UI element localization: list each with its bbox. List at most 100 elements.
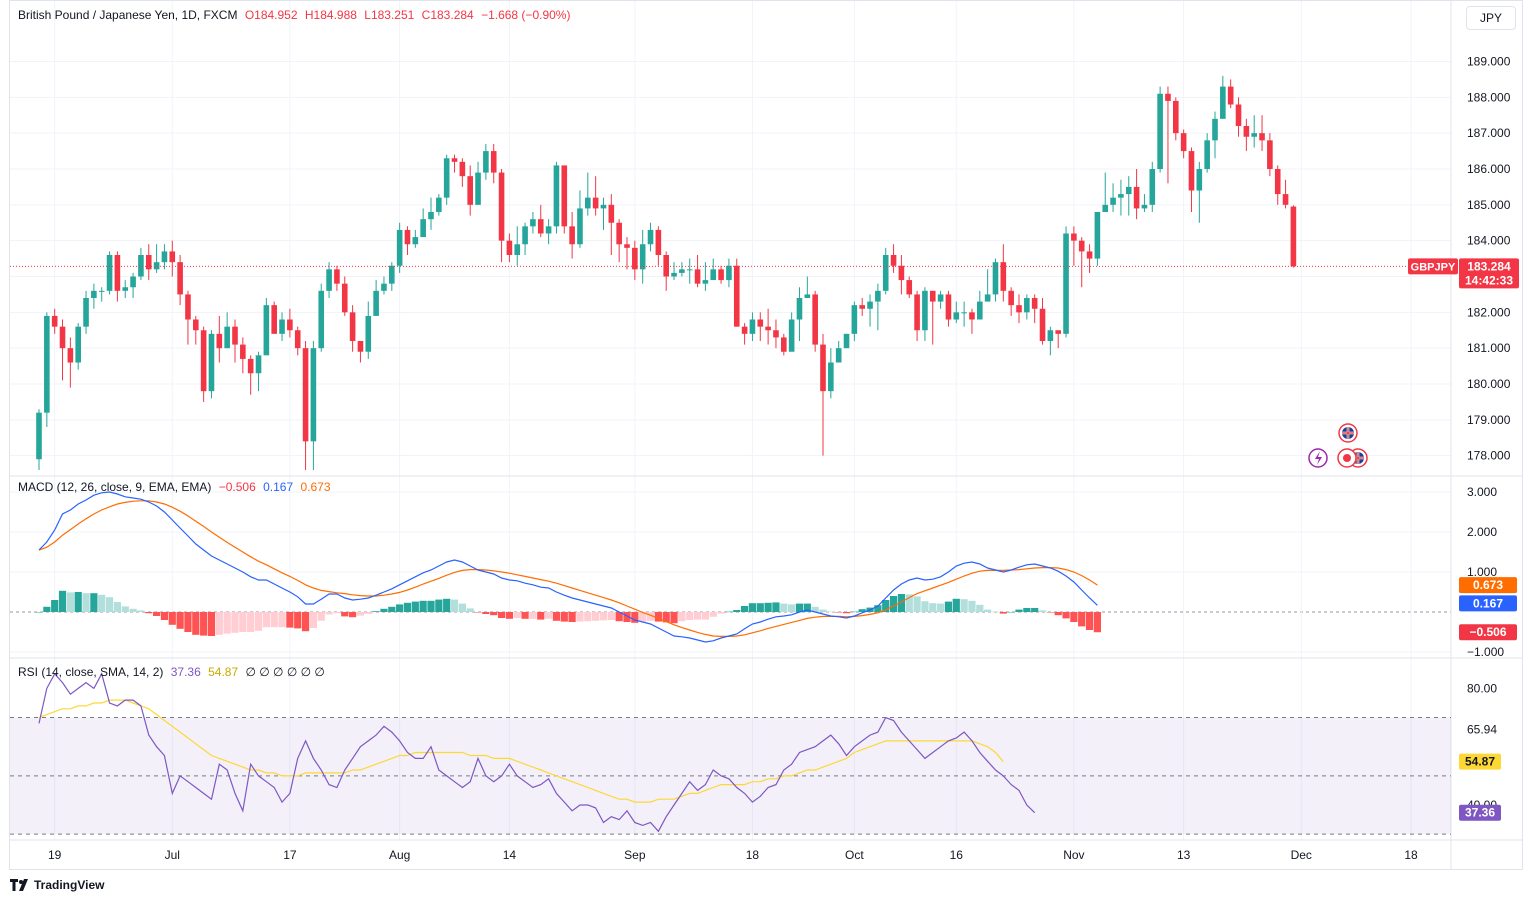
macd-histogram-bar	[184, 612, 192, 632]
candle-body	[1000, 262, 1007, 291]
candle-body	[255, 355, 262, 374]
macd-histogram-bar	[435, 599, 443, 612]
candle-body	[702, 280, 709, 284]
candle-body	[694, 269, 701, 284]
candle-body	[279, 319, 285, 334]
event-markers	[1308, 423, 1368, 468]
candle-body	[106, 255, 113, 291]
candle-body	[1008, 290, 1014, 306]
candle-body	[1165, 93, 1171, 101]
macd-legend[interactable]: MACD (12, 26, close, 9, EMA, EMA) −0.506…	[18, 480, 335, 494]
candle-body	[436, 197, 442, 212]
rsi-value-tag-bg	[1459, 804, 1501, 821]
macd-histogram-bar	[717, 612, 725, 614]
macd-histogram-bar	[733, 610, 741, 612]
macd-histogram-bar	[58, 590, 67, 612]
macd-histogram-bar	[90, 593, 98, 612]
macd-histogram-bar	[341, 612, 349, 617]
candle-body	[553, 165, 560, 227]
candle-body	[263, 305, 270, 356]
macd-histogram-bar	[262, 612, 270, 628]
candle-body	[1141, 204, 1148, 209]
macd-histogram-bar	[458, 603, 466, 612]
candle-body	[977, 301, 983, 320]
candle-body	[114, 255, 121, 291]
tradingview-brand[interactable]: TradingView	[10, 878, 104, 892]
macd-histogram-bar	[168, 612, 176, 625]
macd-value-tag-bg	[1459, 595, 1517, 612]
candle-body	[467, 176, 473, 205]
macd-series	[35, 491, 1101, 643]
macd-histogram-bar	[372, 611, 380, 612]
macd-histogram-bar	[560, 612, 568, 622]
macd-histogram-bar	[82, 593, 90, 612]
macd-histogram-bar	[419, 600, 427, 612]
candle-body	[655, 229, 662, 255]
candle-body	[334, 269, 340, 284]
candle-body	[522, 226, 528, 245]
candle-body	[882, 255, 889, 291]
macd-histogram-bar	[270, 612, 278, 628]
candle-body	[1024, 298, 1030, 313]
macd-histogram-bar	[129, 608, 137, 612]
open-value: O184.952	[244, 8, 298, 22]
rsi-legend-title: RSI (14, close, SMA, 14, 2)	[18, 665, 164, 679]
candle-body	[585, 197, 591, 209]
macd-histogram-bar	[984, 609, 992, 612]
candle-body	[1290, 206, 1297, 267]
macd-histogram-bar	[466, 608, 474, 612]
macd-histogram-bar	[568, 612, 576, 622]
candle-body	[1274, 169, 1281, 195]
macd-tick-label: 2.000	[1467, 525, 1497, 539]
candle-body	[138, 255, 144, 277]
macd-histogram-bar	[231, 612, 239, 633]
candle-body	[804, 294, 811, 298]
candle-body	[514, 244, 521, 255]
macd-signal-tag: 0.673	[1459, 577, 1517, 594]
candle-body	[820, 344, 826, 392]
candle-body	[326, 269, 332, 291]
macd-histogram-bar	[780, 603, 788, 612]
candle-body	[906, 280, 913, 295]
time-tick-label: Jul	[165, 848, 180, 862]
time-axis: 19 Jul 17 Aug 14 Sep 18 Oct 16 Nov 13 Dec 18	[48, 848, 1418, 862]
macd-histogram-bar	[709, 612, 717, 617]
macd-histogram-bar	[294, 612, 302, 629]
macd-histogram-bar	[788, 604, 796, 612]
candle-body	[373, 290, 379, 316]
symbol-legend[interactable]: British Pound / Japanese Yen, 1D, FXCM O…	[18, 8, 574, 22]
candle-body	[741, 326, 748, 334]
macd-histogram-bar	[192, 612, 200, 635]
candle-body	[867, 301, 873, 309]
candle-body	[483, 151, 489, 173]
candle-body	[75, 326, 81, 363]
rsi-ma-tag-bg	[1459, 753, 1501, 770]
candle-body	[91, 290, 97, 298]
macd-histogram-bar	[599, 612, 608, 621]
macd-histogram-bar	[427, 600, 435, 612]
currency-button[interactable]: JPY	[1466, 6, 1516, 30]
macd-histogram-bar	[686, 612, 694, 620]
candle-body	[1039, 308, 1046, 341]
candle-body	[616, 222, 622, 245]
macd-histogram-bar	[443, 598, 451, 612]
symbol-title: British Pound / Japanese Yen, 1D, FXCM	[18, 8, 238, 22]
candle-body	[130, 276, 136, 288]
macd-histogram-bar	[278, 612, 286, 628]
macd-histogram-bar	[960, 599, 968, 612]
candle-body	[404, 229, 411, 245]
candle-body	[624, 244, 630, 248]
candle-body	[475, 172, 481, 205]
candle-body	[639, 244, 646, 270]
candle-body	[890, 255, 897, 266]
candle-body	[357, 341, 364, 352]
rsi-value-tag: 37.36	[1459, 804, 1501, 821]
candle-body	[490, 151, 497, 173]
macd-histogram-bar	[897, 594, 905, 612]
rsi-legend[interactable]: RSI (14, close, SMA, 14, 2) 37.36 54.87 …	[18, 665, 329, 679]
macd-histogram-bar	[450, 599, 459, 612]
rsi-legend-extra: ∅ ∅ ∅ ∅ ∅ ∅	[245, 665, 325, 679]
macd-histogram-bar	[537, 612, 545, 620]
candle-body	[1031, 298, 1038, 309]
